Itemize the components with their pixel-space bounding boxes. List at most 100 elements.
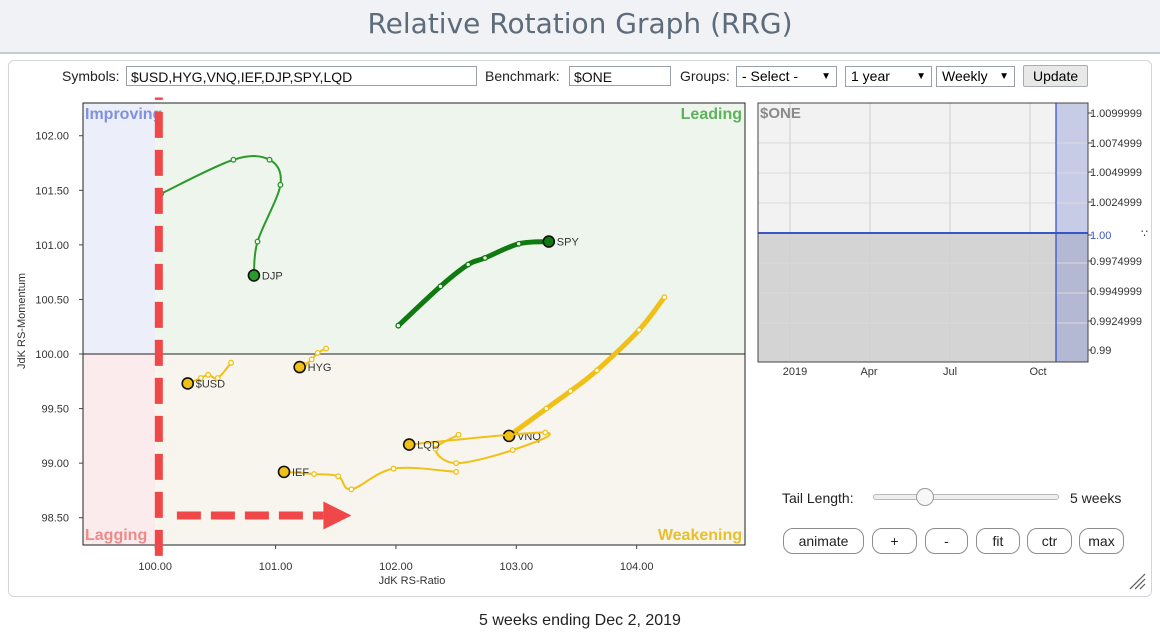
tail-point-ief <box>348 486 355 493</box>
tail-length-slider-thumb[interactable] <box>916 488 934 506</box>
benchmark-plot: $ONE 1.0099999 1.0074999 1.0049999 1.0024999… <box>757 102 1148 378</box>
leading-quadrant <box>155 103 745 355</box>
tail-point-lqd <box>509 447 516 454</box>
tail-point-spy <box>515 240 522 247</box>
benchmark-title: $ONE <box>760 105 801 122</box>
date-range-footer: 5 weeks ending Dec 2, 2019 <box>479 612 681 629</box>
max-button[interactable]: max <box>1079 528 1124 554</box>
tail-point-usd <box>214 375 221 381</box>
benchmark-area <box>758 233 1088 362</box>
tail-point-lqd <box>542 429 549 436</box>
tail-point-usd <box>198 375 204 381</box>
chevron-down-icon: ▼ <box>821 71 831 82</box>
title-bar: Relative Rotation Graph (RRG) <box>0 0 1160 54</box>
y-tick-label: 102.00 <box>35 131 69 143</box>
series-label-spy: SPY <box>557 237 580 249</box>
center-button[interactable]: ctr <box>1027 528 1072 554</box>
tail-point-spy <box>465 261 472 268</box>
x-tick-label: 102.00 <box>379 561 413 573</box>
head-point-djp <box>247 269 261 282</box>
weakening-label: Weakening <box>658 527 742 544</box>
x-tick-label: 103.00 <box>499 561 533 573</box>
tail-line-vnq <box>506 294 667 439</box>
tail-point-vnq <box>567 388 574 395</box>
tail-point-spy <box>482 255 488 261</box>
benchmark-y-tick-label: 1.00 <box>1090 230 1111 242</box>
head-point-usd <box>181 377 195 390</box>
tail-length-slider[interactable] <box>873 488 1059 506</box>
tail-point-djp <box>230 156 237 163</box>
update-button[interactable]: Update <box>1023 65 1089 87</box>
improving-quadrant <box>83 103 156 355</box>
lagging-quadrant <box>83 354 156 545</box>
plot-frame <box>82 102 746 546</box>
leading-label: Leading <box>681 106 742 123</box>
tail-point-ief <box>390 465 397 472</box>
head-point-ief <box>277 465 291 479</box>
tail-point-ief <box>453 468 460 475</box>
tail-point-hyg <box>323 345 330 352</box>
benchmark-x-tick-label: Oct <box>1029 366 1046 378</box>
tail-point-djp <box>266 156 273 163</box>
series-label-djp: DJP <box>262 270 283 282</box>
head-point-lqd <box>402 438 416 451</box>
tail-length-value: 5 weeks <box>1070 490 1122 506</box>
y-tick-label: 100.00 <box>35 349 69 361</box>
resize-handle-icon[interactable] <box>1129 573 1146 590</box>
benchmark-label: Benchmark: <box>485 68 560 84</box>
chevron-down-icon: ▼ <box>916 71 926 82</box>
x-tick-label: 104.00 <box>620 561 654 573</box>
symbols-input[interactable]: $USD,HYG,VNQ,IEF,DJP,SPY,LQD <box>126 66 477 86</box>
tail-point-djp <box>277 181 284 188</box>
benchmark-y-tick-label: 1.0024999 <box>1090 197 1142 209</box>
tail-point-spy <box>437 283 444 290</box>
y-tick-label: 100.50 <box>35 294 69 306</box>
animate-button[interactable]: animate <box>783 528 864 554</box>
symbols-label: Symbols: <box>62 68 120 84</box>
groups-select[interactable]: - Select - ▼ <box>736 66 837 87</box>
benchmark-y-tick-label: 0.9924999 <box>1090 316 1142 328</box>
zoom-out-button[interactable]: - <box>925 528 968 554</box>
x-tick-label: 101.00 <box>259 561 293 573</box>
tail-point-vnq <box>543 405 550 412</box>
series-label-hyg: HYG <box>308 362 332 374</box>
tail-point-usd <box>228 359 234 366</box>
tail-point-spy <box>395 322 402 329</box>
tail-length-label: Tail Length: <box>782 490 854 506</box>
chevron-down-icon: ▼ <box>999 71 1009 82</box>
benchmark-y-tick-label: 1.0099999 <box>1090 108 1142 120</box>
tail-point-vnq <box>661 294 668 301</box>
series-label-usd: $USD <box>196 378 225 390</box>
period-select[interactable]: 1 year ▼ <box>845 66 932 87</box>
x-tick-label: 100.00 <box>138 561 172 573</box>
tail-point-lqd <box>455 431 462 438</box>
groups-select-value: - Select - <box>742 68 799 84</box>
fit-button[interactable]: fit <box>976 528 1020 554</box>
rrg-plot[interactable]: Improving Leading Lagging Weakening 98.50 99.… <box>16 97 746 587</box>
x-axis-label: JdK RS-Ratio <box>379 575 446 587</box>
benchmark-y-tick-label: 0.9974999 <box>1090 256 1142 268</box>
y-tick-label: 99.50 <box>41 404 69 416</box>
tail-point-hyg <box>314 349 321 356</box>
tail-point-ief <box>335 473 342 480</box>
frequency-select[interactable]: Weekly ▼ <box>936 66 1015 87</box>
tail-point-vnq <box>636 327 643 333</box>
improving-label: Improving <box>85 106 162 123</box>
benchmark-x-tick-label: 2019 <box>783 366 807 378</box>
benchmark-y-tick-label: 1.0074999 <box>1090 138 1142 150</box>
tail-point-ief <box>311 471 318 478</box>
benchmark-y-tick-label: 1.0049999 <box>1090 167 1142 179</box>
y-axis-label: JdK RS-Momentum <box>16 273 28 369</box>
series-label-ief: IEF <box>292 467 309 479</box>
benchmark-expand-icon: ∵ <box>1141 228 1148 240</box>
tail-point-hyg <box>308 356 315 363</box>
benchmark-input[interactable]: $ONE <box>569 66 671 86</box>
benchmark-frame-border <box>757 102 1089 363</box>
zoom-in-button[interactable]: + <box>872 528 917 554</box>
y-tick-label: 98.50 <box>41 513 69 525</box>
benchmark-y-tick-label: 0.99 <box>1090 345 1111 357</box>
tail-point-vnq <box>594 367 600 374</box>
benchmark-x-tick-label: Jul <box>943 366 957 378</box>
y-tick-label: 101.50 <box>35 185 69 197</box>
series-label-lqd: LQD <box>417 440 440 452</box>
